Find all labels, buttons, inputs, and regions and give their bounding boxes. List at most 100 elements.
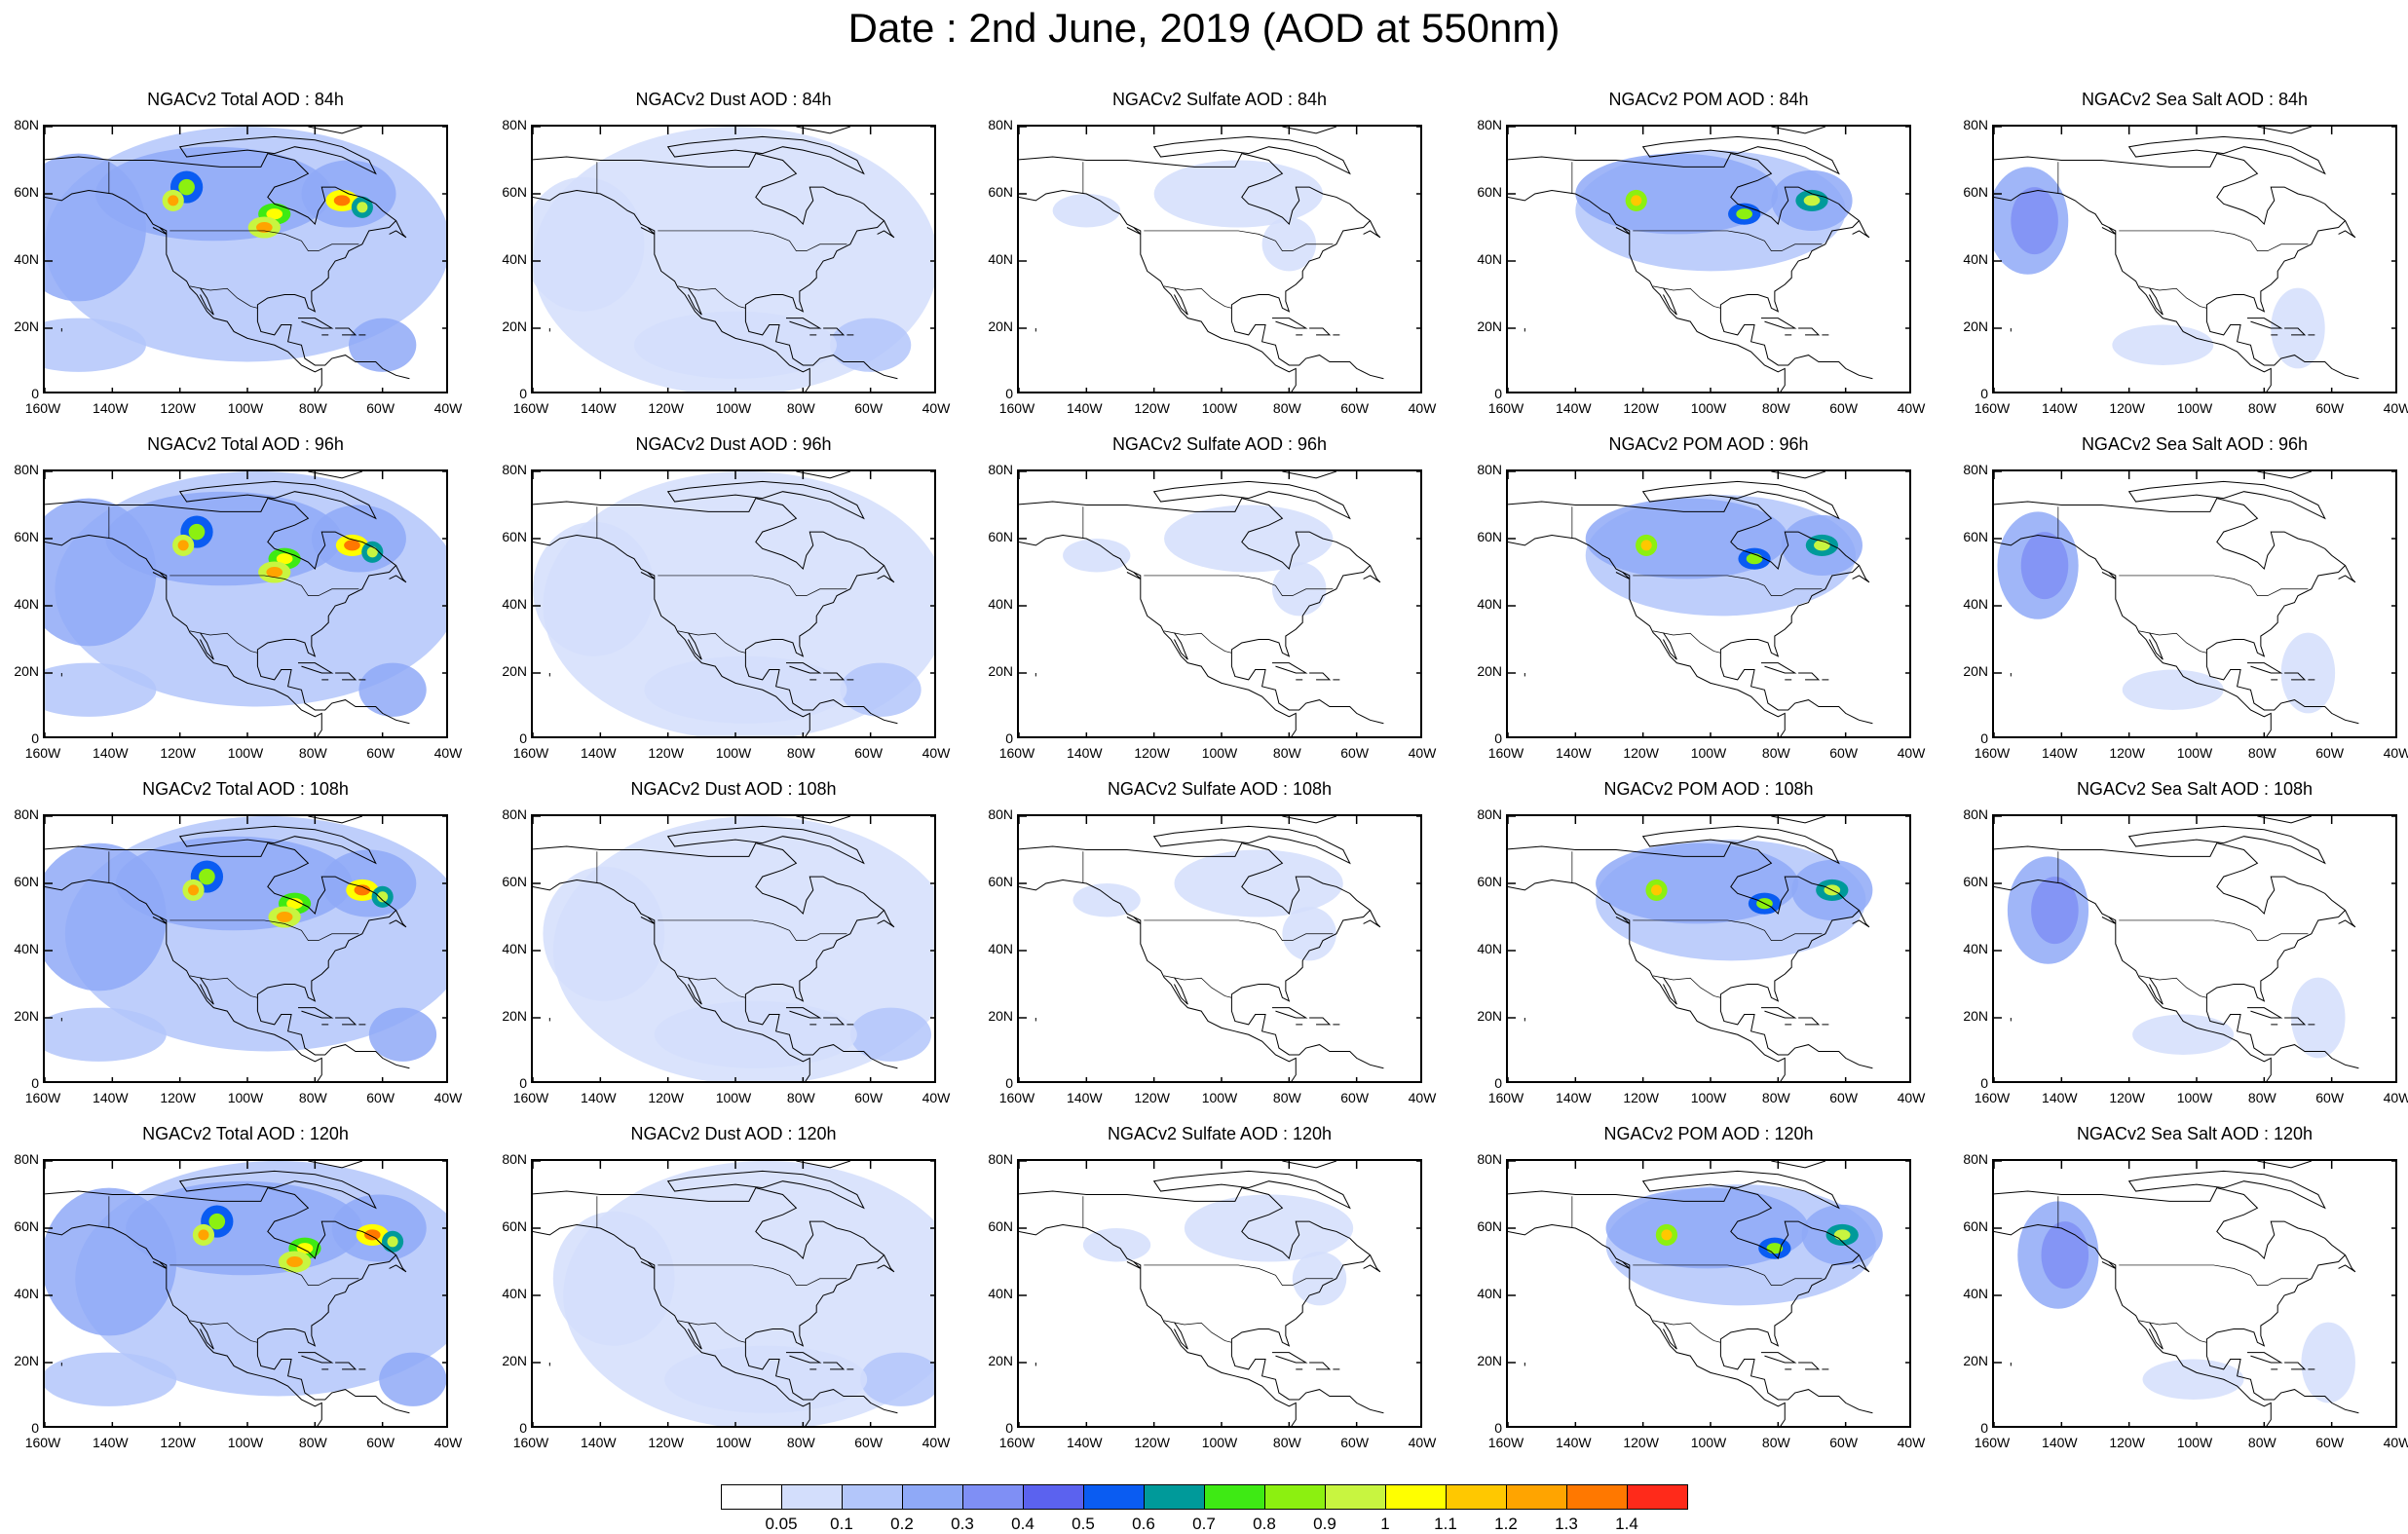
colorbar-label: 0.3 <box>951 1515 974 1533</box>
country-border <box>1163 285 1232 309</box>
aod-field <box>1585 498 1788 580</box>
x-tick-label: 100W <box>1201 1435 1238 1450</box>
coastline <box>666 480 865 520</box>
x-tick-label: 100W <box>2176 1435 2213 1450</box>
x-tick-label: 40W <box>433 400 463 416</box>
coastline <box>666 825 865 865</box>
country-border <box>169 1264 359 1287</box>
coastline <box>640 227 656 235</box>
y-tick-label: 0 <box>1005 1075 1013 1091</box>
x-tick-label: 80W <box>786 400 815 416</box>
x-tick-label: 60W <box>854 400 884 416</box>
aod-field <box>644 655 847 724</box>
x-tick-label: 80W <box>1272 1435 1301 1450</box>
coastline <box>335 327 357 336</box>
map-panel-total-96h <box>43 469 448 738</box>
x-tick-label: 120W <box>2109 1435 2145 1450</box>
x-tick-label: 120W <box>1134 745 1170 761</box>
aod-field <box>1184 1194 1354 1262</box>
x-tick-label: 60W <box>1829 400 1859 416</box>
map-panel-pom-96h <box>1506 469 1911 738</box>
coastline <box>533 498 898 725</box>
coastline <box>533 535 810 736</box>
x-tick-label: 60W <box>366 400 395 416</box>
coastline <box>1771 1161 1826 1169</box>
coastline <box>45 153 410 380</box>
aod-field <box>1261 217 1317 272</box>
coastline <box>1126 572 1142 580</box>
coastline <box>1994 498 2359 725</box>
colorbar-label: 0.2 <box>890 1515 914 1533</box>
x-tick-label: 120W <box>648 745 684 761</box>
coastline <box>1174 632 1188 660</box>
aod-field <box>654 1000 857 1068</box>
country-border <box>2138 1320 2207 1343</box>
y-tick-label: 80N <box>1963 1151 1988 1167</box>
aod-field <box>543 866 665 1001</box>
x-tick-label: 160W <box>1487 400 1524 416</box>
x-tick-label: 60W <box>1829 1090 1859 1105</box>
panel-title: NGACv2 POM AOD : 120h <box>1603 1124 1814 1143</box>
coastline <box>1272 662 1308 674</box>
aod-field <box>1082 1228 1151 1262</box>
coastline <box>335 672 357 681</box>
aod-hotspot-core <box>387 1236 398 1248</box>
x-tick-label: 140W <box>1556 1435 1592 1450</box>
coastline <box>1152 135 1351 175</box>
x-tick-label: 120W <box>648 1090 684 1105</box>
country-border <box>2119 230 2309 252</box>
y-tick-label: 80N <box>988 1151 1013 1167</box>
coastline <box>2149 632 2163 660</box>
coastline <box>1994 1187 2359 1414</box>
coastline <box>1852 1254 1870 1273</box>
y-tick-label: 0 <box>1005 386 1013 401</box>
x-tick-label: 80W <box>1272 400 1301 416</box>
y-tick-label: 60N <box>502 184 527 200</box>
coastline <box>2338 910 2356 928</box>
x-tick-label: 160W <box>1974 1435 2011 1450</box>
colorbar-swatch <box>902 1484 963 1510</box>
aod-hotspot-core <box>188 523 206 541</box>
x-tick-label: 160W <box>998 745 1035 761</box>
aod-field <box>533 176 645 312</box>
y-tick-label: 0 <box>519 1075 527 1091</box>
y-tick-label: 80N <box>1477 806 1502 822</box>
colorbar-swatch <box>1385 1484 1447 1510</box>
panel-title: NGACv2 Total AOD : 108h <box>142 779 349 799</box>
panel-title: NGACv2 Sulfate AOD : 108h <box>1107 779 1333 799</box>
x-tick-label: 100W <box>715 745 752 761</box>
x-tick-label: 120W <box>1623 400 1659 416</box>
x-tick-label: 60W <box>2315 1435 2345 1450</box>
map-panel-total-108h <box>43 814 448 1083</box>
aod-hotspot-core <box>198 1229 209 1241</box>
y-tick-label: 40N <box>1963 596 1988 612</box>
coastline <box>1615 227 1631 235</box>
aod-hotspot-core <box>1736 208 1752 220</box>
coastline <box>1272 318 1308 329</box>
coastline <box>1663 1322 1677 1350</box>
y-tick-label: 0 <box>1980 1075 1988 1091</box>
country-border <box>189 630 258 654</box>
coastline <box>688 977 702 1005</box>
colorbar-swatch <box>1506 1484 1567 1510</box>
x-tick-label: 160W <box>512 1090 549 1105</box>
x-tick-label: 100W <box>715 1090 752 1105</box>
x-tick-label: 80W <box>1761 400 1790 416</box>
x-tick-label: 80W <box>1761 745 1790 761</box>
y-tick-label: 60N <box>1477 184 1502 200</box>
country-border <box>1144 230 1334 252</box>
y-tick-label: 20N <box>1963 1353 1988 1368</box>
coastline <box>1761 662 1797 674</box>
aod-field <box>543 471 934 736</box>
y-tick-label: 20N <box>502 1353 527 1368</box>
coastline <box>2257 127 2313 134</box>
country-border <box>677 1320 746 1343</box>
y-tick-label: 0 <box>519 730 527 746</box>
y-tick-label: 60N <box>14 184 39 200</box>
x-tick-label: 80W <box>1272 1090 1301 1105</box>
coastline <box>1663 287 1677 316</box>
coastline <box>1798 327 1821 336</box>
x-tick-label: 160W <box>1487 1090 1524 1105</box>
aod-field <box>840 662 922 717</box>
x-tick-label: 100W <box>227 745 264 761</box>
